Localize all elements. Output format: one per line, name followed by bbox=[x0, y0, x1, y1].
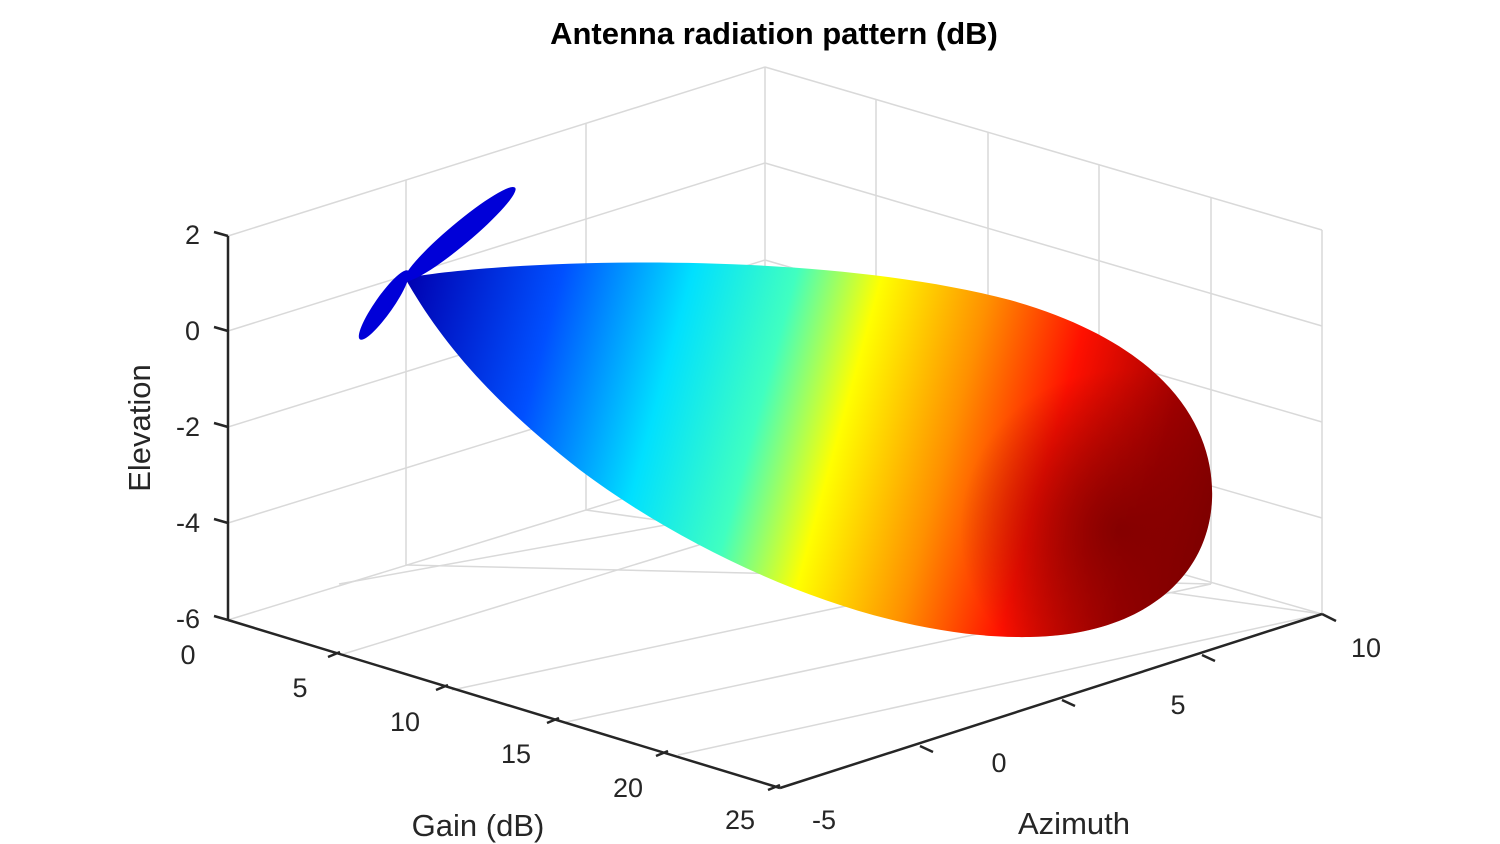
z-tick: -6 bbox=[176, 604, 200, 634]
x-tick: 0 bbox=[180, 640, 195, 670]
x-tick: 5 bbox=[292, 673, 307, 703]
y-tick: 5 bbox=[1170, 690, 1185, 720]
z-tick: -4 bbox=[176, 508, 200, 538]
x-tick: 25 bbox=[725, 805, 755, 835]
z-tick: 0 bbox=[185, 316, 200, 346]
z-tick: -2 bbox=[176, 412, 200, 442]
x-axis-label: Gain (dB) bbox=[412, 808, 545, 843]
radiation-main-lobe bbox=[405, 262, 1213, 638]
x-tick: 10 bbox=[390, 707, 420, 737]
y-tick: 10 bbox=[1351, 633, 1381, 663]
y-tick: -5 bbox=[812, 805, 836, 835]
y-axis-label: Azimuth bbox=[1018, 806, 1130, 841]
radiation-side-lobe bbox=[358, 186, 516, 340]
chart-title: Antenna radiation pattern (dB) bbox=[550, 16, 998, 51]
z-axis-label: Elevation bbox=[122, 364, 157, 492]
x-tick: 15 bbox=[501, 739, 531, 769]
x-tick: 20 bbox=[613, 773, 643, 803]
axis-lines bbox=[213, 230, 1337, 792]
z-tick: 2 bbox=[185, 220, 200, 250]
y-tick: 0 bbox=[991, 748, 1006, 778]
